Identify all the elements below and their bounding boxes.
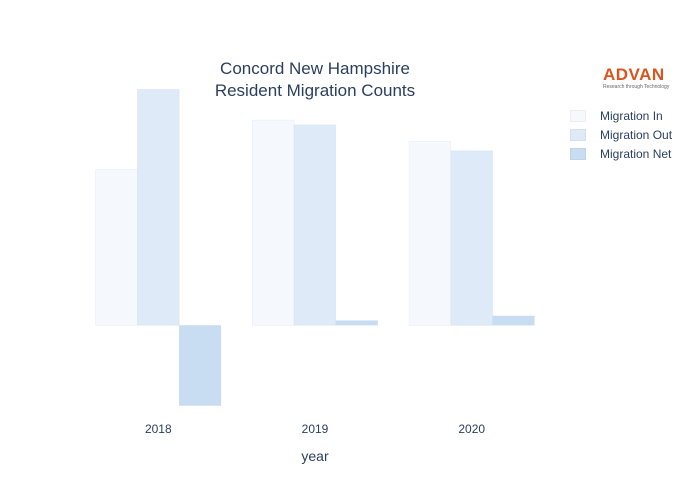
bar-migration-net-2019[interactable] <box>335 320 378 326</box>
x-tick-labels: 2018 2019 2020 <box>145 422 485 436</box>
bar-migration-out-2020[interactable] <box>450 150 493 326</box>
legend-swatch <box>570 109 586 122</box>
x-axis-title: year <box>301 448 329 464</box>
legend-item[interactable]: Migration In <box>570 106 672 125</box>
bar-migration-in-2019[interactable] <box>252 119 295 326</box>
bar-migration-in-2018[interactable] <box>95 169 138 326</box>
bar-migration-out-2018[interactable] <box>137 89 180 326</box>
chart-title: Concord New Hampshire Resident Migration… <box>115 58 515 102</box>
legend-item[interactable]: Migration Net <box>570 144 672 163</box>
legend-label: Migration Net <box>600 146 672 161</box>
bar-migration-net-2018[interactable] <box>178 325 222 406</box>
chart-title-line-2: Resident Migration Counts <box>214 81 416 100</box>
x-tick-label: 2019 <box>302 422 329 436</box>
x-tick-label: 2018 <box>145 422 172 436</box>
logo-tagline: Research through Technology <box>603 84 670 90</box>
logo-wordmark: ADVAN <box>603 65 665 84</box>
legend-swatch <box>570 147 586 160</box>
bars-group <box>95 89 535 406</box>
legend-label: Migration Out <box>600 127 673 142</box>
bar-migration-out-2019[interactable] <box>293 124 337 326</box>
x-tick-label: 2020 <box>458 422 485 436</box>
chart-title-line-1: Concord New Hampshire <box>220 59 410 78</box>
bar-migration-in-2020[interactable] <box>408 141 452 326</box>
legend-item[interactable]: Migration Out <box>570 125 672 144</box>
legend: Migration In Migration Out Migration Net <box>570 106 672 163</box>
advan-logo: ADVAN Research through Technology <box>603 66 673 90</box>
bar-migration-net-2020[interactable] <box>492 315 535 326</box>
legend-swatch <box>570 128 586 141</box>
legend-label: Migration In <box>600 108 663 123</box>
